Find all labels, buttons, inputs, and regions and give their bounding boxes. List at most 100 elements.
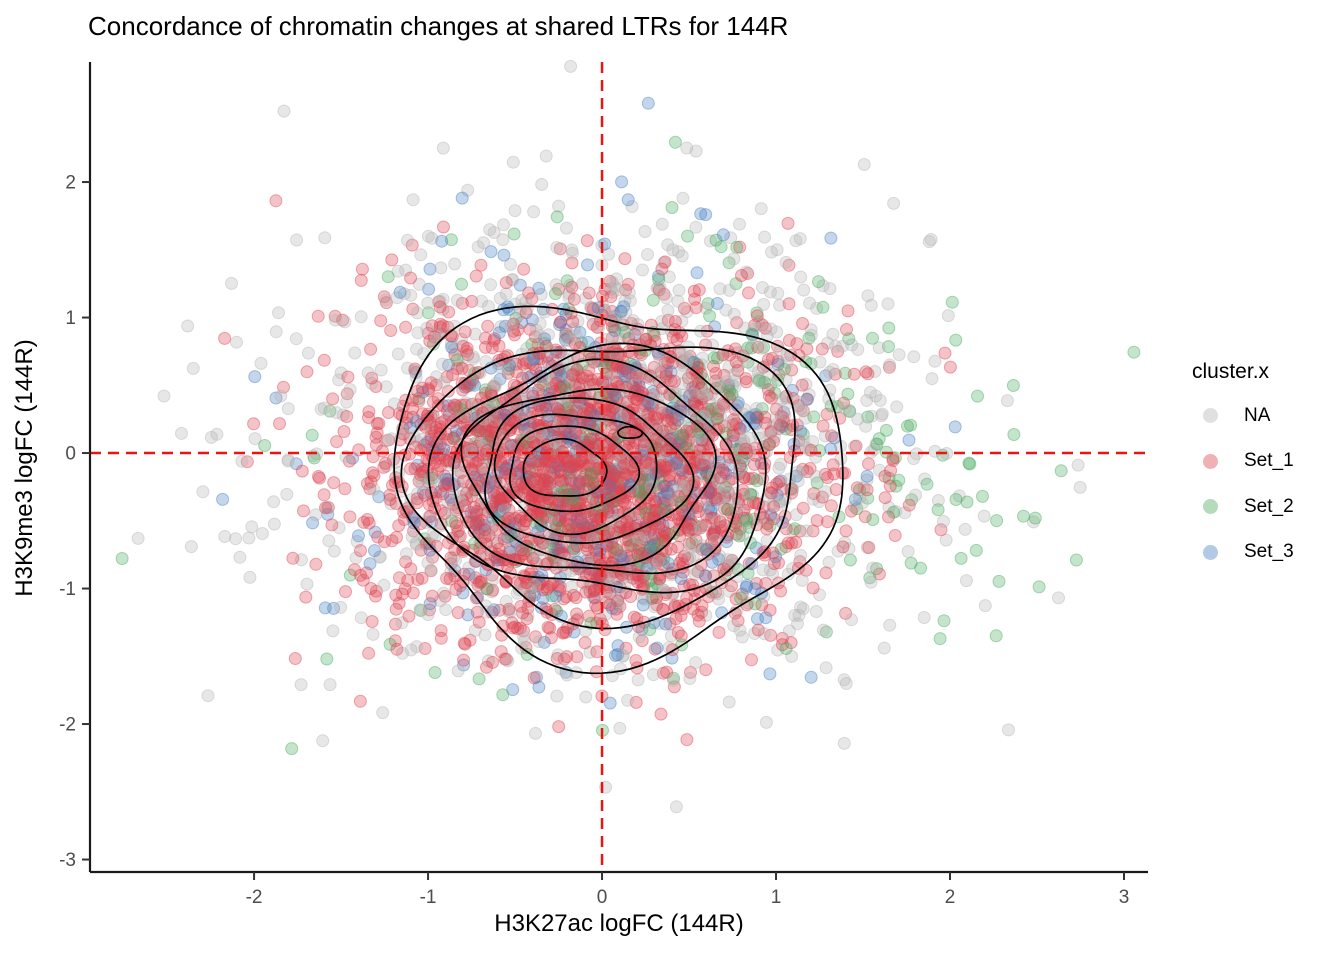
data-point — [411, 458, 425, 472]
data-point — [686, 392, 700, 406]
data-point — [824, 499, 838, 513]
data-point — [547, 466, 561, 480]
data-point — [501, 654, 515, 668]
data-point — [719, 303, 733, 317]
data-point — [532, 635, 546, 649]
data-point — [295, 464, 309, 478]
data-point — [736, 505, 750, 519]
data-point — [638, 403, 652, 417]
data-point — [809, 605, 823, 618]
data-point — [771, 286, 785, 300]
data-point — [641, 96, 655, 110]
data-point — [157, 389, 171, 403]
data-point — [770, 325, 784, 339]
data-point — [269, 194, 283, 208]
data-point — [584, 510, 598, 524]
legend-title: cluster.x — [1192, 360, 1270, 383]
data-point — [777, 362, 791, 376]
data-point — [611, 469, 625, 483]
data-point — [543, 476, 557, 490]
data-point — [789, 535, 803, 549]
data-point — [826, 363, 840, 376]
data-point — [404, 462, 417, 476]
data-point — [668, 135, 682, 149]
data-point — [566, 315, 580, 329]
data-point — [410, 640, 424, 654]
data-point — [665, 201, 679, 214]
data-point — [457, 653, 471, 667]
data-point — [721, 503, 734, 516]
data-point — [949, 493, 963, 506]
data-point — [579, 403, 593, 417]
data-point — [937, 514, 950, 528]
data-point — [566, 246, 579, 260]
data-point — [567, 460, 581, 474]
data-point — [674, 572, 688, 586]
data-point — [758, 230, 772, 244]
data-point — [765, 245, 778, 259]
data-point — [424, 564, 438, 578]
data-point — [618, 497, 632, 511]
data-point — [613, 520, 627, 534]
data-point — [795, 378, 809, 392]
data-point — [819, 566, 833, 580]
data-point — [797, 283, 811, 297]
data-point — [516, 357, 530, 371]
data-point — [175, 426, 188, 440]
data-point — [497, 248, 511, 262]
data-point — [565, 461, 579, 475]
data-point — [447, 343, 461, 357]
data-point — [638, 399, 652, 413]
data-point — [267, 495, 281, 509]
data-point — [636, 570, 650, 584]
data-point — [658, 460, 672, 474]
data-point — [703, 579, 717, 593]
data-point — [411, 573, 425, 586]
data-point — [550, 604, 564, 618]
data-point — [674, 429, 688, 443]
data-point — [593, 544, 607, 557]
data-point — [650, 412, 664, 426]
data-point — [656, 602, 670, 616]
data-point — [369, 584, 383, 598]
data-point — [468, 536, 482, 550]
data-point — [485, 341, 499, 355]
data-point — [564, 491, 578, 505]
data-point — [341, 370, 355, 384]
data-point — [330, 435, 344, 449]
data-point — [739, 514, 753, 527]
data-point — [774, 418, 787, 432]
data-point — [516, 629, 530, 643]
data-point — [639, 333, 653, 346]
data-point — [457, 636, 471, 650]
data-point — [763, 285, 777, 299]
data-point — [570, 405, 584, 419]
data-point — [459, 396, 473, 410]
data-point — [796, 433, 810, 447]
data-point — [633, 507, 646, 521]
data-point — [288, 652, 302, 665]
data-point — [904, 556, 918, 570]
data-point — [763, 603, 777, 617]
data-point — [529, 465, 543, 479]
data-point — [362, 516, 376, 530]
legend-item-label: NA — [1244, 404, 1271, 426]
data-point — [535, 178, 549, 191]
data-point — [800, 524, 814, 538]
data-point — [607, 468, 621, 482]
data-point — [729, 355, 743, 369]
data-point — [971, 389, 984, 403]
data-point — [417, 417, 431, 431]
data-point — [676, 354, 690, 368]
data-point — [552, 513, 566, 527]
data-point — [948, 420, 962, 434]
data-point — [739, 372, 753, 386]
data-point — [565, 256, 579, 270]
data-point — [492, 326, 506, 340]
data-point — [381, 270, 395, 284]
data-point — [573, 455, 587, 469]
data-point — [638, 225, 652, 238]
data-point — [675, 249, 689, 263]
data-point — [355, 262, 369, 276]
data-point — [611, 639, 625, 653]
